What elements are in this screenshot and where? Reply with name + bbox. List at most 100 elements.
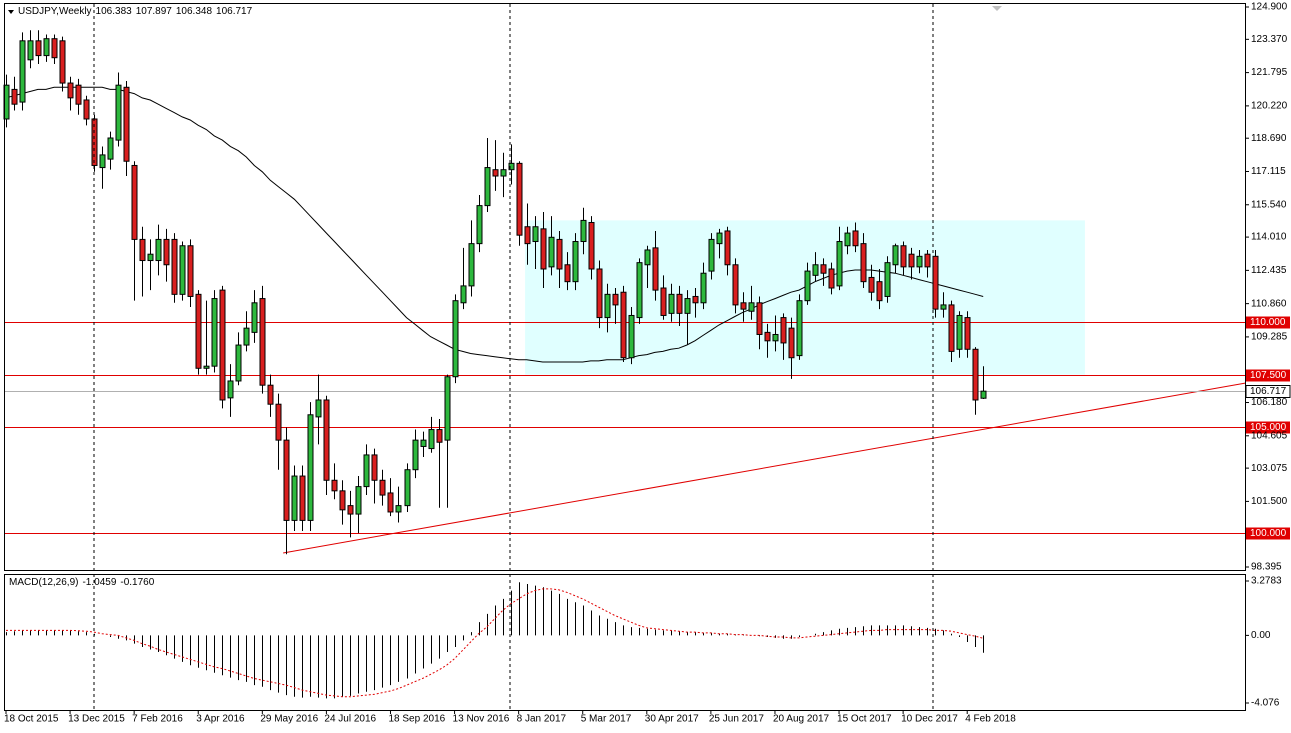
x-tick-label: 3 Apr 2016 bbox=[196, 714, 245, 725]
y-tick-label: 103.075 bbox=[1251, 463, 1288, 474]
candle-body bbox=[147, 253, 154, 262]
y-tick-label: 98.395 bbox=[1251, 562, 1282, 573]
y-tick-label: 110.860 bbox=[1251, 298, 1287, 309]
candle-body bbox=[684, 298, 691, 314]
macd-title: MACD(12,26,9) bbox=[9, 577, 79, 588]
candle-body bbox=[964, 317, 971, 350]
candle-body bbox=[163, 238, 170, 266]
candle-body bbox=[11, 88, 18, 105]
y-tick-label: 115.540 bbox=[1251, 199, 1287, 210]
candle-body bbox=[243, 327, 250, 346]
signal-line bbox=[6, 588, 984, 698]
candle-body bbox=[275, 403, 282, 441]
y-tick-label: 0.00 bbox=[1251, 630, 1271, 641]
y-tick-label: 114.010 bbox=[1251, 232, 1287, 243]
candle-body bbox=[844, 232, 851, 247]
candle-body bbox=[796, 300, 803, 357]
candle-body bbox=[692, 295, 699, 304]
level-label: 110.000 bbox=[1250, 317, 1286, 328]
candle-body bbox=[948, 304, 955, 352]
candle-body bbox=[27, 40, 34, 61]
candle-body bbox=[764, 331, 771, 342]
candle-body bbox=[331, 479, 338, 492]
candle-body bbox=[908, 253, 915, 268]
candle-body bbox=[860, 243, 867, 283]
candle-body bbox=[532, 226, 539, 243]
candle-body bbox=[43, 38, 50, 57]
x-tick-label: 8 Jan 2017 bbox=[517, 714, 567, 725]
price-header: USDJPY,Weekly 106.383 107.897 106.348 10… bbox=[18, 6, 252, 17]
candle-body bbox=[732, 264, 739, 306]
x-tick-label: 24 Jul 2016 bbox=[324, 714, 376, 725]
candle-body bbox=[932, 255, 939, 310]
candle-body bbox=[828, 268, 835, 289]
candle-body bbox=[315, 399, 322, 418]
candle-body bbox=[404, 469, 411, 507]
low-readout: 106.348 bbox=[175, 6, 213, 17]
price-panel-frame bbox=[4, 3, 1246, 571]
candle-body bbox=[291, 475, 298, 521]
candle-body bbox=[35, 40, 42, 57]
candle-body bbox=[772, 333, 779, 342]
candle-body bbox=[476, 205, 483, 245]
candle-body bbox=[620, 291, 627, 359]
candle-body bbox=[387, 492, 394, 513]
y-tick-label: 104.605 bbox=[1251, 430, 1288, 441]
candle-body bbox=[371, 454, 378, 481]
candle-body bbox=[123, 86, 130, 162]
candle-body bbox=[580, 219, 587, 243]
y-tick-label: 118.690 bbox=[1251, 133, 1287, 144]
x-tick-label: 29 May 2016 bbox=[260, 714, 318, 725]
candle-body bbox=[179, 245, 186, 295]
x-tick-label: 13 Nov 2016 bbox=[453, 714, 510, 725]
candle-body bbox=[900, 245, 907, 268]
current-price-label: 106.717 bbox=[1250, 386, 1287, 397]
level-label-box bbox=[1246, 316, 1290, 329]
candle-body bbox=[227, 380, 234, 399]
level-label: 100.000 bbox=[1250, 528, 1287, 539]
x-tick-label: 18 Oct 2015 bbox=[4, 714, 59, 725]
signal-readout: -0.1760 bbox=[120, 577, 155, 588]
candle-body bbox=[59, 40, 66, 84]
candle-body bbox=[307, 414, 314, 521]
candle-body bbox=[572, 241, 579, 283]
candle-body bbox=[203, 365, 210, 369]
candle-body bbox=[636, 262, 643, 319]
candle-body bbox=[363, 454, 370, 488]
candle-body bbox=[892, 245, 899, 266]
candle-body bbox=[339, 490, 346, 511]
open-readout: 106.383 bbox=[95, 6, 132, 17]
candle-body bbox=[19, 40, 26, 103]
candle-body bbox=[468, 243, 475, 287]
shift-marker bbox=[992, 6, 1002, 11]
y-tick-label: -4.076 bbox=[1251, 698, 1280, 709]
current-price-box bbox=[1245, 385, 1291, 398]
candle-body bbox=[219, 289, 226, 401]
candle-body bbox=[299, 475, 306, 521]
candle-body bbox=[820, 264, 827, 274]
candle-body bbox=[347, 505, 354, 515]
candle-body bbox=[660, 287, 667, 316]
candle-body bbox=[716, 232, 723, 245]
candle-body bbox=[804, 270, 811, 302]
y-tick-label: 109.285 bbox=[1251, 332, 1288, 343]
candle-body bbox=[644, 249, 651, 266]
x-tick-label: 5 Mar 2017 bbox=[581, 714, 632, 725]
plot-layer bbox=[3, 30, 1246, 699]
candle-body bbox=[187, 245, 194, 297]
candle-body bbox=[628, 314, 635, 359]
candle-body bbox=[780, 317, 787, 344]
candle-body bbox=[51, 38, 58, 59]
x-tick-label: 30 Apr 2017 bbox=[645, 714, 699, 725]
high-readout: 107.897 bbox=[135, 6, 172, 17]
candle-body bbox=[756, 302, 763, 335]
y-tick-label: 123.370 bbox=[1251, 34, 1288, 45]
candle-body bbox=[548, 236, 555, 268]
candle-body bbox=[436, 429, 443, 443]
candle-body bbox=[171, 238, 178, 295]
y-tick-label: 121.795 bbox=[1251, 67, 1288, 78]
candle-body bbox=[115, 84, 122, 141]
candle-body bbox=[195, 293, 202, 369]
